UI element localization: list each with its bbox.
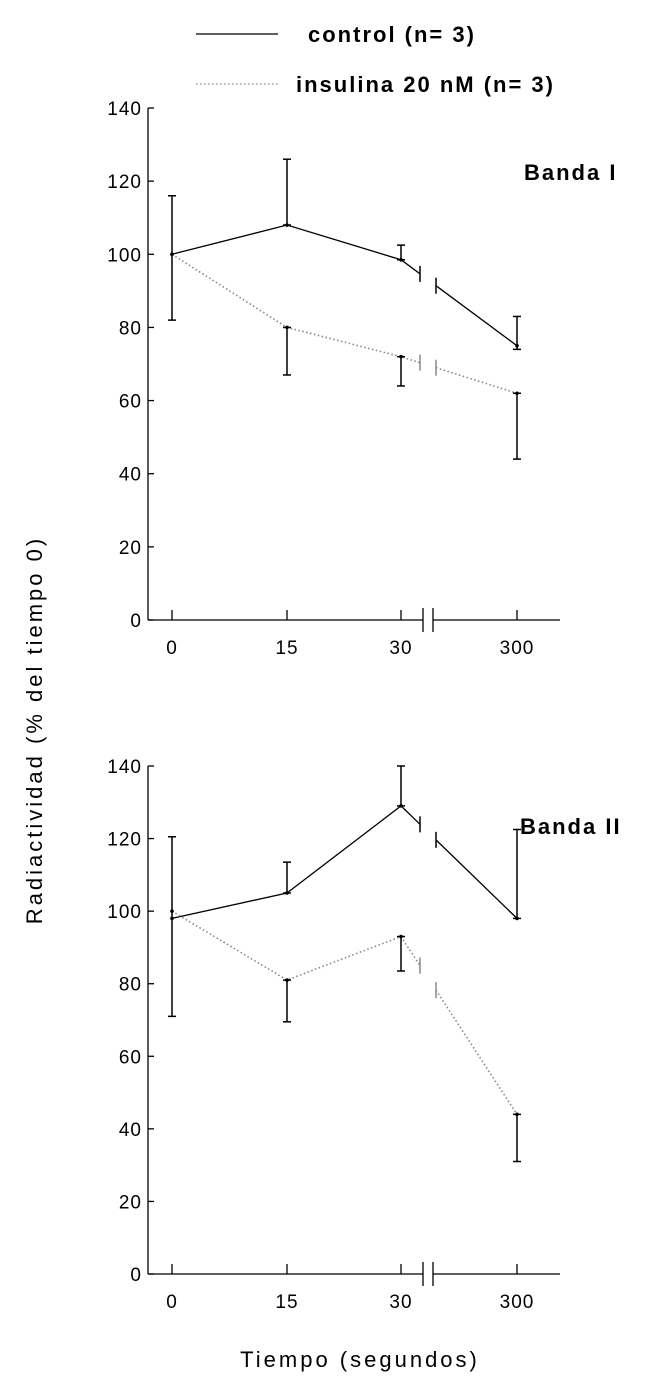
y-tick-label: 100 — [107, 902, 142, 923]
y-tick-label: 120 — [107, 830, 142, 851]
series-line-insulina — [171, 910, 518, 1115]
x-tick-label: 15 — [275, 638, 298, 659]
data-point — [515, 916, 519, 921]
panel-label: Banda I — [524, 160, 617, 185]
x-tick-label: 15 — [275, 1292, 298, 1313]
data-point — [399, 257, 403, 262]
data-point — [170, 252, 174, 257]
legend-label-insulina: insulina 20 nM (n= 3) — [296, 72, 555, 97]
y-tick-label: 140 — [107, 99, 142, 120]
panel-label: Banda II — [520, 814, 622, 839]
series-line-control — [171, 805, 518, 920]
data-point — [399, 354, 403, 359]
y-tick-label: 20 — [119, 538, 142, 559]
chart-panel-banda-1: Banda I 0 20 40 60 80 100 120 140 0 15 30 300 — [107, 99, 617, 659]
x-tick-label: 30 — [389, 638, 412, 659]
y-tick-label: 0 — [130, 611, 142, 632]
data-point — [285, 325, 289, 330]
data-point — [399, 934, 403, 939]
data-point — [285, 978, 289, 982]
x-tick-label: 300 — [500, 1292, 535, 1313]
x-axis-title: Tiempo (segundos) — [240, 1347, 480, 1372]
x-tick-label: 0 — [166, 638, 178, 659]
y-tick-label: 140 — [107, 757, 142, 778]
chart-panel-banda-2: Banda II 0 20 40 60 80 100 120 140 0 15 30 300 — [107, 757, 622, 1313]
y-tick-label: 80 — [119, 975, 142, 996]
data-point — [515, 391, 519, 396]
y-tick-label: 40 — [119, 1120, 142, 1141]
data-point — [399, 804, 403, 808]
y-tick-label: 60 — [119, 1047, 142, 1068]
data-point — [170, 909, 174, 913]
x-tick-label: 30 — [389, 1292, 412, 1313]
y-tick-label: 40 — [119, 465, 142, 486]
y-tick-label: 120 — [107, 172, 142, 193]
y-tick-label: 100 — [107, 245, 142, 266]
y-tick-label: 20 — [119, 1192, 142, 1213]
data-point — [285, 891, 289, 895]
data-point — [285, 223, 289, 227]
legend: control (n= 3) insulina 20 nM (n= 3) — [196, 22, 555, 97]
y-axis-title: Radiactividad (% del tiempo 0) — [22, 536, 47, 924]
data-point — [515, 1112, 519, 1117]
data-point — [515, 343, 519, 348]
x-tick-label: 0 — [166, 1292, 178, 1313]
series-line-insulina — [171, 253, 518, 395]
y-tick-label: 0 — [130, 1265, 142, 1286]
x-tick-label: 300 — [500, 638, 535, 659]
data-point — [170, 916, 174, 921]
y-tick-label: 60 — [119, 392, 142, 413]
legend-label-control: control (n= 3) — [308, 22, 476, 47]
y-tick-label: 80 — [119, 318, 142, 339]
series-line-control — [171, 224, 518, 347]
